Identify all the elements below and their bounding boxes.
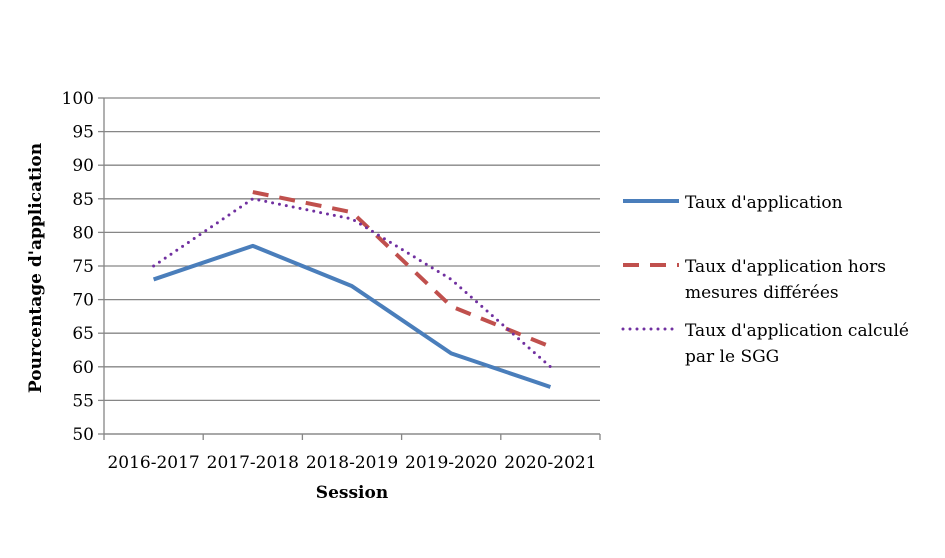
x-tick-label: 2020-2021 [504,453,596,473]
y-tick-label: 60 [72,358,94,378]
legend-label: par le SGG [685,347,779,367]
x-tick-label: 2019-2020 [405,453,497,473]
x-tick-label: 2018-2019 [306,453,398,473]
y-axis-title: Pourcentage d'application [26,143,46,393]
y-tick-label: 50 [72,425,94,445]
y-tick-label: 65 [72,324,94,344]
y-tick-label: 85 [72,190,94,210]
y-tick-label: 70 [72,291,94,311]
x-axis-ticks: 2016-2017 2017-2018 2018-2019 2019-2020 2020… [103,434,601,473]
series-lines [152,190,552,389]
legend-label: Taux d'application hors [685,257,886,277]
legend-item-3: Taux d'application calculé par le SGG [621,321,909,367]
x-tick-label: 2016-2017 [107,453,199,473]
y-tick-label: 100 [62,89,94,109]
legend-label: Taux d'application [685,193,843,213]
series-line-2 [252,190,552,349]
gridlines [104,97,600,435]
legend-label: Taux d'application calculé [685,321,909,341]
legend-item-2: Taux d'application hors mesures différées [623,257,886,303]
legend-label: mesures différées [685,283,839,303]
y-tick-label: 55 [72,391,94,411]
x-axis-title: Session [316,483,388,503]
series-line-1 [152,243,552,389]
y-tick-label: 75 [72,257,94,277]
legend: Taux d'application Taux d'application hor… [621,193,909,367]
y-tick-label: 80 [72,223,94,243]
legend-item-1: Taux d'application [623,193,843,213]
y-tick-label: 95 [72,123,94,143]
y-axis-ticks: 50 55 60 65 70 75 80 85 90 95 100 [62,89,104,445]
x-tick-label: 2017-2018 [207,453,299,473]
series-line-3 [152,197,552,369]
y-tick-label: 90 [72,156,94,176]
